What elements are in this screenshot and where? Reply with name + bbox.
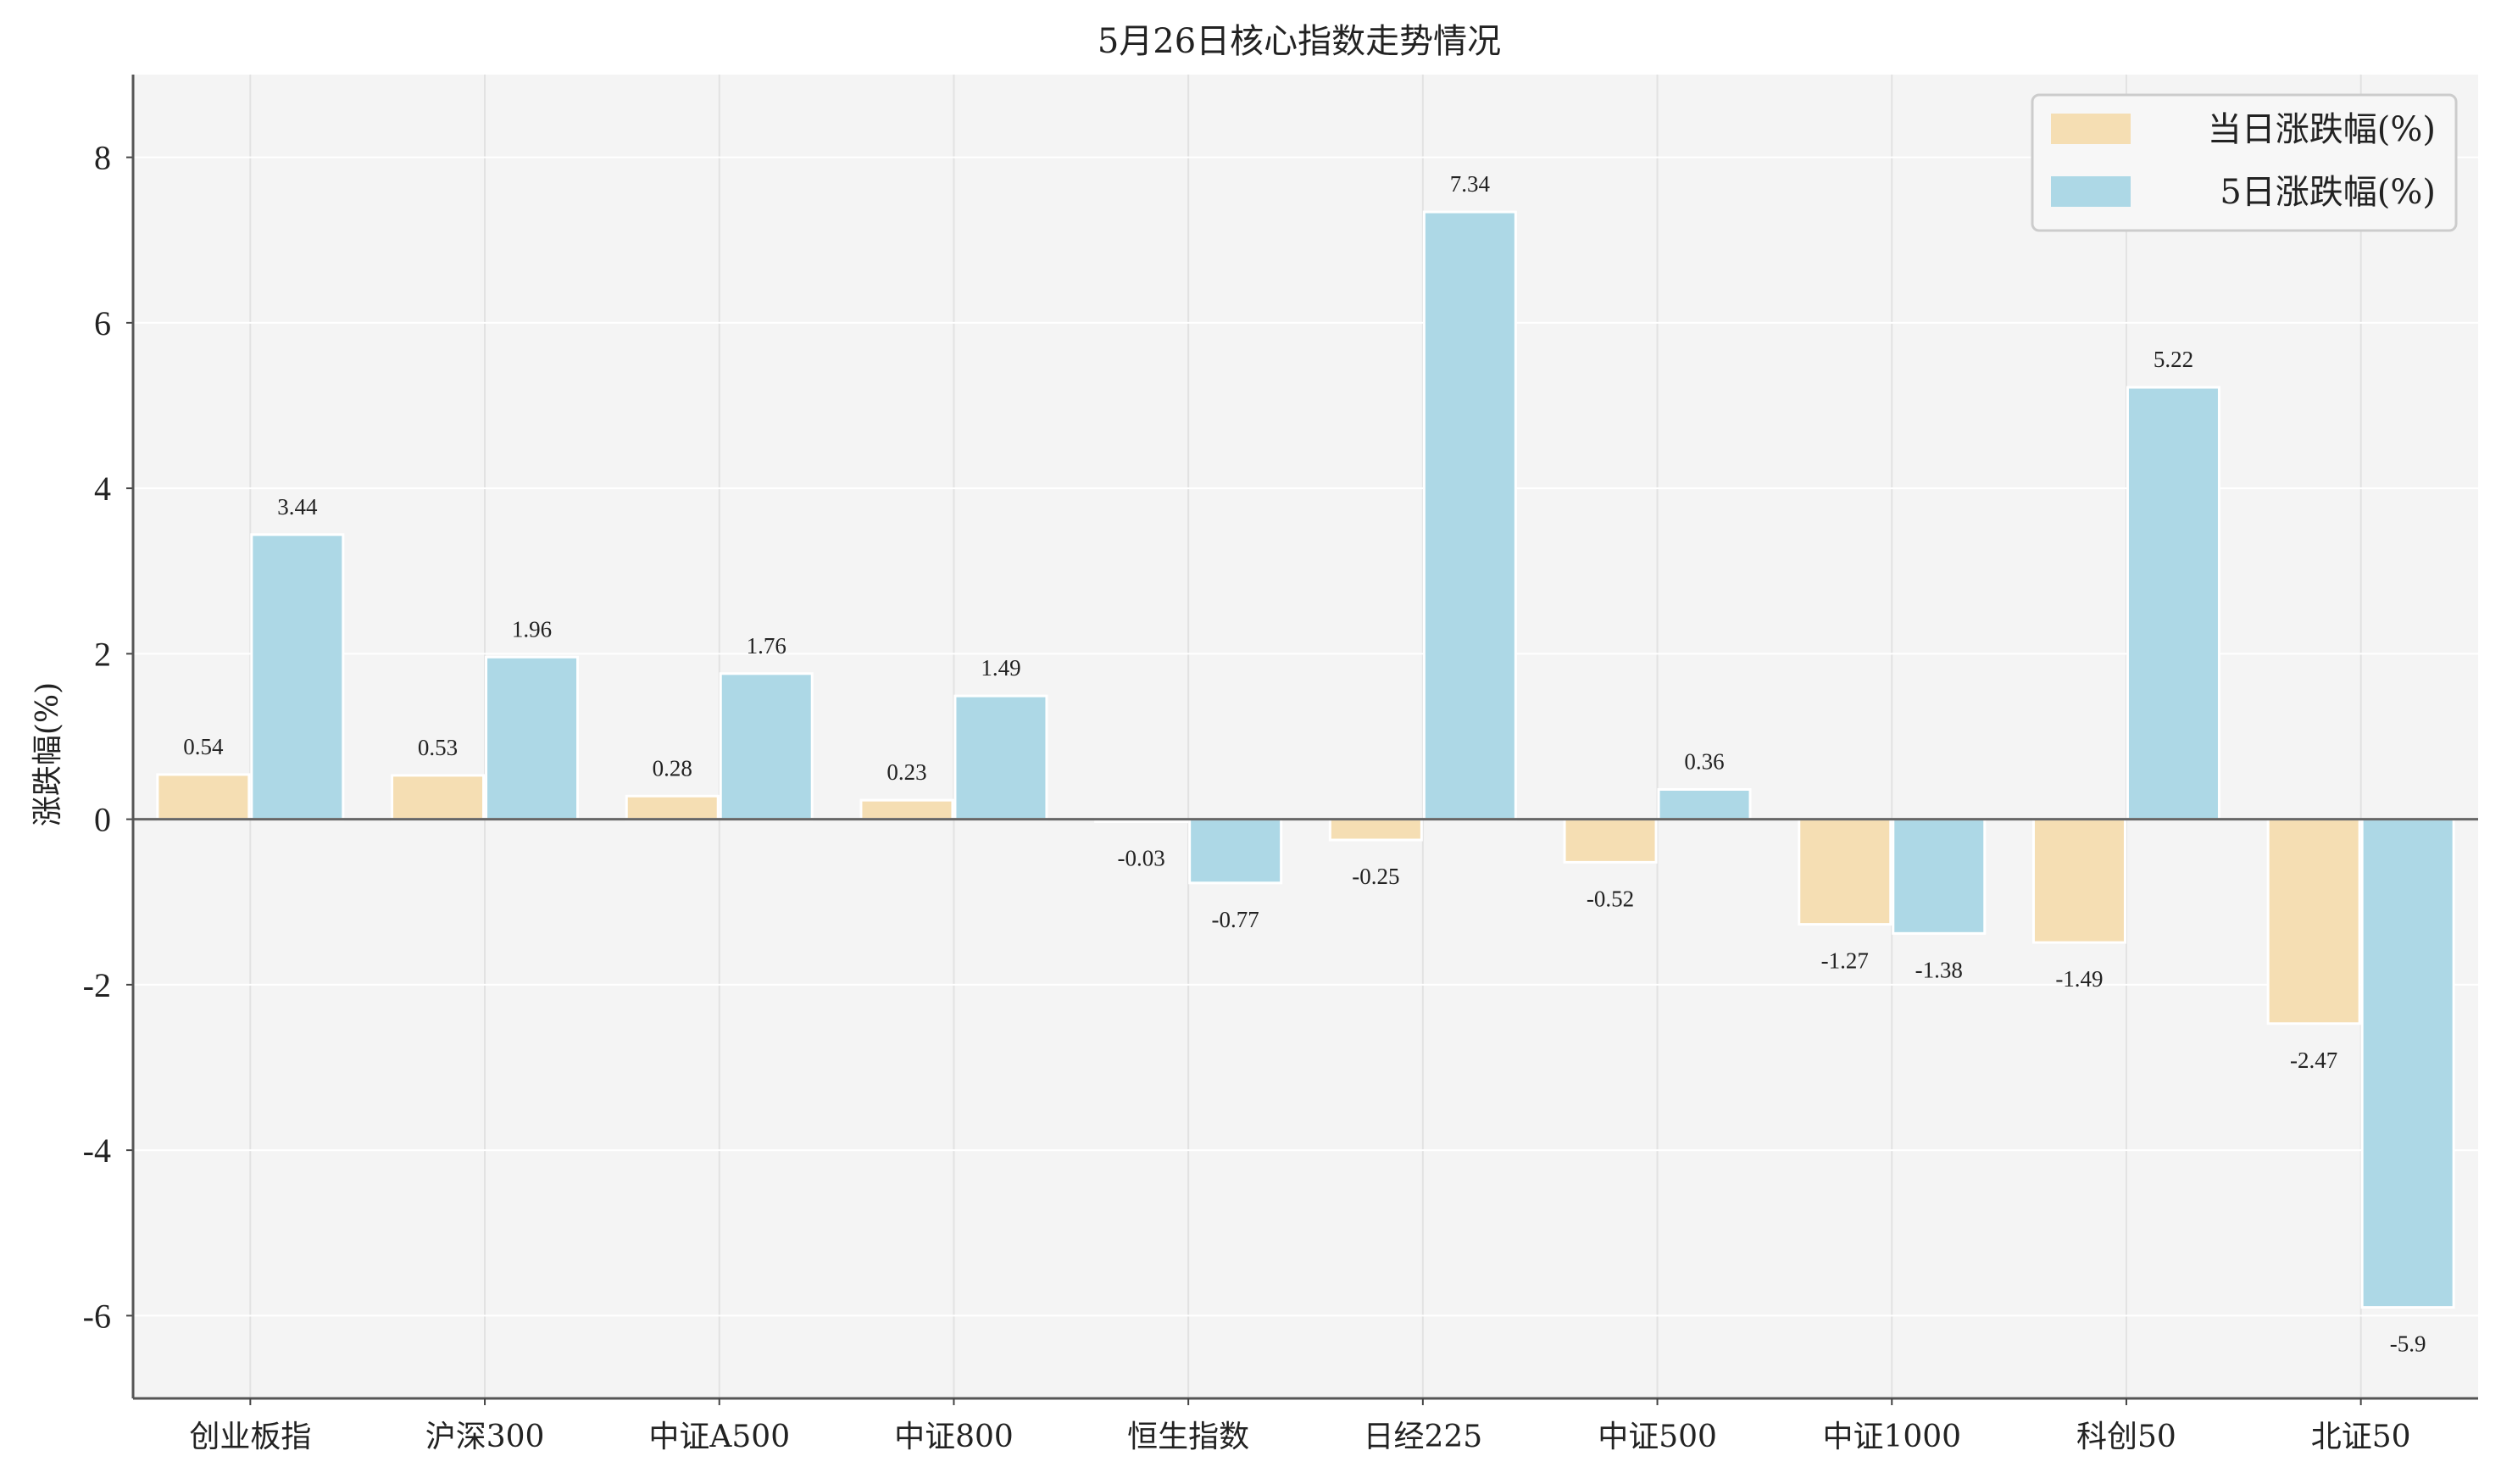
x-tick-label: 恒生指数	[1127, 1420, 1249, 1454]
data-label: -5.9	[2390, 1331, 2426, 1357]
legend-swatch	[2051, 114, 2131, 144]
plot-area: -6 -4 -2 0 2 4 6 8 0.54 0.53 0.28 0.23 -0.03 -0.25 -0.…	[83, 75, 2478, 1454]
y-tick-label: 8	[94, 139, 111, 177]
legend-label: 5日涨跌幅(%)	[2220, 173, 2436, 212]
y-tick-label: 2	[94, 635, 111, 673]
bar-five-day	[1188, 818, 1283, 885]
legend-box	[2031, 93, 2458, 232]
bar-daily	[1328, 818, 1423, 842]
bar-daily	[156, 773, 251, 821]
bar-five-day	[719, 672, 814, 821]
data-label: 0.36	[1684, 748, 1724, 774]
x-tick-label: 科创50	[2076, 1420, 2176, 1454]
bar-five-day	[485, 655, 580, 821]
data-label: -1.38	[1915, 957, 1963, 982]
y-tick-label: 0	[94, 801, 111, 839]
data-label: 0.53	[418, 735, 458, 760]
data-label: 1.49	[981, 655, 1020, 681]
bar-five-day	[1657, 787, 1752, 821]
data-label: -2.47	[2290, 1048, 2337, 1073]
bar-five-day	[953, 694, 1048, 821]
y-tick-label: -2	[83, 966, 111, 1004]
data-label: -1.49	[2055, 966, 2103, 992]
data-label: -0.25	[1352, 864, 1399, 889]
x-tick-label: 北证50	[2311, 1420, 2411, 1454]
legend: 当日涨跌幅(%) 5日涨跌幅(%)	[2031, 93, 2458, 232]
x-tick-label: 中证800	[894, 1420, 1014, 1454]
bar-five-day	[1422, 210, 1517, 821]
bar-daily	[2266, 818, 2361, 1025]
x-tick-label: 中证1000	[1822, 1420, 1961, 1454]
chart-title: 5月26日核心指数走势情况	[1098, 22, 1501, 61]
y-tick-label: -4	[83, 1131, 111, 1170]
data-label: -0.03	[1118, 846, 1165, 871]
data-label: 3.44	[277, 494, 318, 520]
bar-five-day	[2126, 386, 2220, 821]
x-tick-label: 中证500	[1598, 1420, 1717, 1454]
legend-label: 当日涨跌幅(%)	[2208, 110, 2436, 149]
legend-swatch	[2051, 176, 2131, 207]
data-label: 5.22	[2154, 347, 2193, 372]
y-tick-label: -6	[83, 1297, 111, 1335]
bar-daily	[625, 794, 720, 821]
x-tick-label: 创业板指	[189, 1420, 311, 1454]
bar-five-day	[250, 533, 345, 821]
bar-daily	[1798, 818, 1892, 926]
data-label: 0.23	[886, 759, 926, 785]
data-label: 0.54	[183, 734, 224, 759]
data-label: -0.52	[1587, 886, 1634, 911]
data-label: 1.96	[512, 616, 552, 642]
y-tick-label: 4	[94, 470, 111, 508]
x-tick-label: 日经225	[1363, 1420, 1482, 1454]
data-label: 7.34	[1450, 171, 1491, 197]
x-tick-label: 沪深300	[425, 1420, 545, 1454]
data-label: 0.28	[653, 755, 692, 781]
data-label: -0.77	[1212, 907, 1259, 932]
bar-five-day	[2360, 818, 2455, 1309]
bar-daily	[2031, 818, 2126, 944]
bar-daily	[1563, 818, 1658, 864]
bar-daily	[391, 774, 486, 821]
y-axis-title: 涨跌幅(%)	[31, 682, 65, 826]
y-tick-label: 6	[94, 304, 111, 342]
x-tick-label: 中证A500	[648, 1420, 790, 1454]
bar-daily	[859, 798, 954, 821]
data-label: 1.76	[747, 633, 786, 659]
data-label: -1.27	[1821, 948, 1869, 974]
bar-five-day	[1892, 818, 1987, 935]
